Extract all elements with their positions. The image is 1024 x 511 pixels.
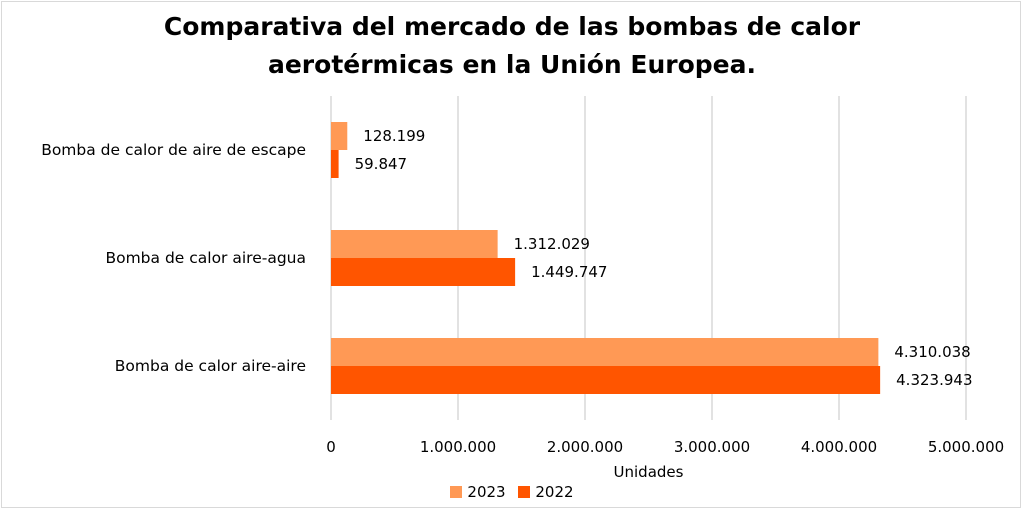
bar-2022 — [331, 150, 339, 178]
data-label-2022: 4.323.943 — [896, 371, 972, 389]
data-label-2023: 1.312.029 — [514, 235, 590, 253]
category-label: Bomba de calor aire-aire — [115, 357, 306, 375]
legend-swatch-2023 — [450, 486, 463, 498]
data-label-2022: 1.449.747 — [531, 263, 607, 281]
chart-title: Comparativa del mercado de las bombas de… — [0, 8, 1024, 84]
x-tick-label: 2.000.000 — [547, 438, 623, 456]
legend-label-2022: 2022 — [535, 483, 574, 501]
x-tick-label: 1.000.000 — [420, 438, 496, 456]
bar-2022 — [331, 366, 881, 394]
x-tick-label: 4.000.000 — [801, 438, 877, 456]
category-label: Bomba de calor aire-agua — [105, 249, 306, 267]
x-tick-label: 5.000.000 — [928, 438, 1004, 456]
x-tick-label: 3.000.000 — [674, 438, 750, 456]
category-label: Bomba de calor de aire de escape — [41, 141, 306, 159]
bar-2022 — [331, 258, 516, 286]
chart-title-line-1: Comparativa del mercado de las bombas de… — [163, 12, 861, 41]
data-label-2023: 4.310.038 — [894, 343, 970, 361]
x-axis-title: Unidades — [614, 463, 684, 481]
legend-swatch-2022 — [518, 486, 531, 498]
data-label-2022: 59.847 — [355, 155, 408, 173]
legend-label-2023: 2023 — [467, 483, 506, 501]
bar-2023 — [331, 230, 498, 258]
x-tick-label: 0 — [326, 438, 336, 456]
data-label-2023: 128.199 — [363, 127, 425, 145]
legend: 2023 2022 — [0, 483, 1024, 502]
bar-2023 — [331, 122, 348, 150]
legend-item-2022: 2022 — [518, 483, 574, 501]
legend-item-2023: 2023 — [450, 483, 506, 501]
bar-2023 — [331, 338, 879, 366]
chart-title-line-2: aerotérmicas en la Unión Europea. — [267, 50, 756, 79]
